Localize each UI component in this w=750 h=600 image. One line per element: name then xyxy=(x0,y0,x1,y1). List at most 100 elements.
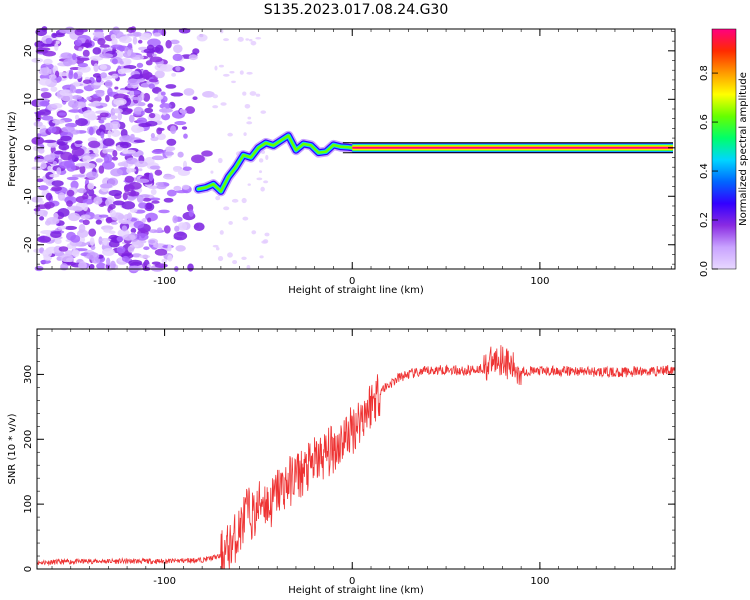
colorbar-tick-label: 0.2 xyxy=(699,212,710,228)
noise-blob xyxy=(54,43,59,51)
noise-blob xyxy=(181,184,190,190)
noise-blob xyxy=(72,53,77,61)
noise-blob xyxy=(128,114,135,123)
noise-blob xyxy=(59,89,73,96)
noise-blob xyxy=(102,138,115,147)
noise-blob xyxy=(261,240,268,244)
noise-blob xyxy=(72,206,83,212)
noise-blob xyxy=(116,236,124,242)
noise-blob xyxy=(255,36,262,40)
noise-blob xyxy=(60,52,73,59)
noise-blob xyxy=(114,86,119,90)
noise-blob xyxy=(110,34,117,40)
noise-blob xyxy=(133,220,145,229)
noise-blob xyxy=(79,165,86,174)
noise-blob xyxy=(154,70,165,79)
noise-blob xyxy=(89,264,95,270)
noise-blob xyxy=(111,37,118,46)
noise-blob xyxy=(244,103,251,109)
noise-blob xyxy=(103,228,112,233)
noise-blob xyxy=(78,47,83,52)
noise-blob xyxy=(112,200,125,206)
noise-blob xyxy=(258,158,264,163)
noise-blob xyxy=(162,174,176,180)
noise-blob xyxy=(80,162,91,167)
spectrogram-x-label: Height of straight line (km) xyxy=(288,285,424,296)
noise-blob xyxy=(135,233,149,241)
noise-blob xyxy=(51,185,63,192)
noise-blob xyxy=(212,244,219,248)
noise-blob xyxy=(127,212,133,221)
noise-blob xyxy=(154,63,168,72)
noise-blob xyxy=(215,195,221,201)
noise-blob xyxy=(57,225,67,230)
noise-blob xyxy=(108,189,123,197)
noise-blob xyxy=(138,168,143,172)
noise-blob xyxy=(86,96,92,101)
noise-blob xyxy=(149,165,161,170)
noise-blob xyxy=(187,263,194,272)
noise-blob xyxy=(227,252,233,258)
noise-blob xyxy=(110,221,118,225)
noise-blob xyxy=(106,257,111,266)
noise-blob xyxy=(71,174,86,178)
noise-blob xyxy=(219,230,224,235)
noise-blob xyxy=(64,225,78,230)
noise-blob xyxy=(66,176,79,181)
noise-blob xyxy=(248,39,253,42)
noise-blob xyxy=(243,132,247,136)
noise-blob xyxy=(36,133,42,138)
noise-blob xyxy=(42,139,57,143)
noise-blob xyxy=(112,26,120,34)
noise-blob xyxy=(160,99,166,105)
noise-blob xyxy=(70,180,79,190)
noise-blob xyxy=(127,49,132,57)
noise-blob xyxy=(82,193,89,200)
noise-blob xyxy=(145,60,153,66)
noise-blob xyxy=(93,63,99,73)
noise-blob xyxy=(126,167,132,174)
noise-blob xyxy=(149,197,161,201)
figure-title: S135.2023.017.08.24.G30 xyxy=(264,2,449,18)
noise-blob xyxy=(223,206,230,211)
noise-blob xyxy=(50,231,62,239)
noise-blob xyxy=(202,91,215,98)
noise-blob xyxy=(74,28,84,36)
noise-blob xyxy=(77,57,90,61)
noise-blob xyxy=(242,91,247,96)
noise-blob xyxy=(108,240,120,248)
noise-blob xyxy=(163,225,171,234)
spectrogram-ridge xyxy=(193,130,673,197)
noise-blob xyxy=(57,208,70,217)
noise-blob xyxy=(72,81,81,87)
noise-blob xyxy=(126,84,133,89)
noise-blob xyxy=(38,67,52,76)
noise-blob xyxy=(55,40,60,45)
noise-blob xyxy=(167,244,172,252)
noise-blob xyxy=(66,231,77,241)
snr-panel: -100 0 100 0 100 200 300 Height of straight l… xyxy=(7,328,676,596)
noise-blob xyxy=(33,121,43,127)
noise-blob xyxy=(138,202,148,209)
noise-blob xyxy=(60,151,73,161)
noise-blob xyxy=(173,231,188,241)
noise-blob xyxy=(175,190,189,194)
noise-blob xyxy=(113,93,128,101)
noise-blob xyxy=(136,117,148,125)
noise-blob xyxy=(58,246,69,252)
y-tick-label: 100 xyxy=(23,495,34,514)
noise-blob xyxy=(192,96,198,101)
noise-blob xyxy=(60,253,74,263)
noise-blob xyxy=(116,246,126,254)
noise-blob xyxy=(80,236,86,243)
noise-blob xyxy=(128,265,141,272)
noise-blob xyxy=(60,135,72,142)
noise-blob xyxy=(74,39,83,47)
noise-blob xyxy=(193,222,205,231)
noise-blob xyxy=(51,180,64,187)
noise-blob xyxy=(95,219,102,225)
noise-blob xyxy=(103,153,113,163)
noise-blob xyxy=(82,202,89,212)
noise-blob xyxy=(117,112,123,121)
noise-blob xyxy=(88,140,101,149)
